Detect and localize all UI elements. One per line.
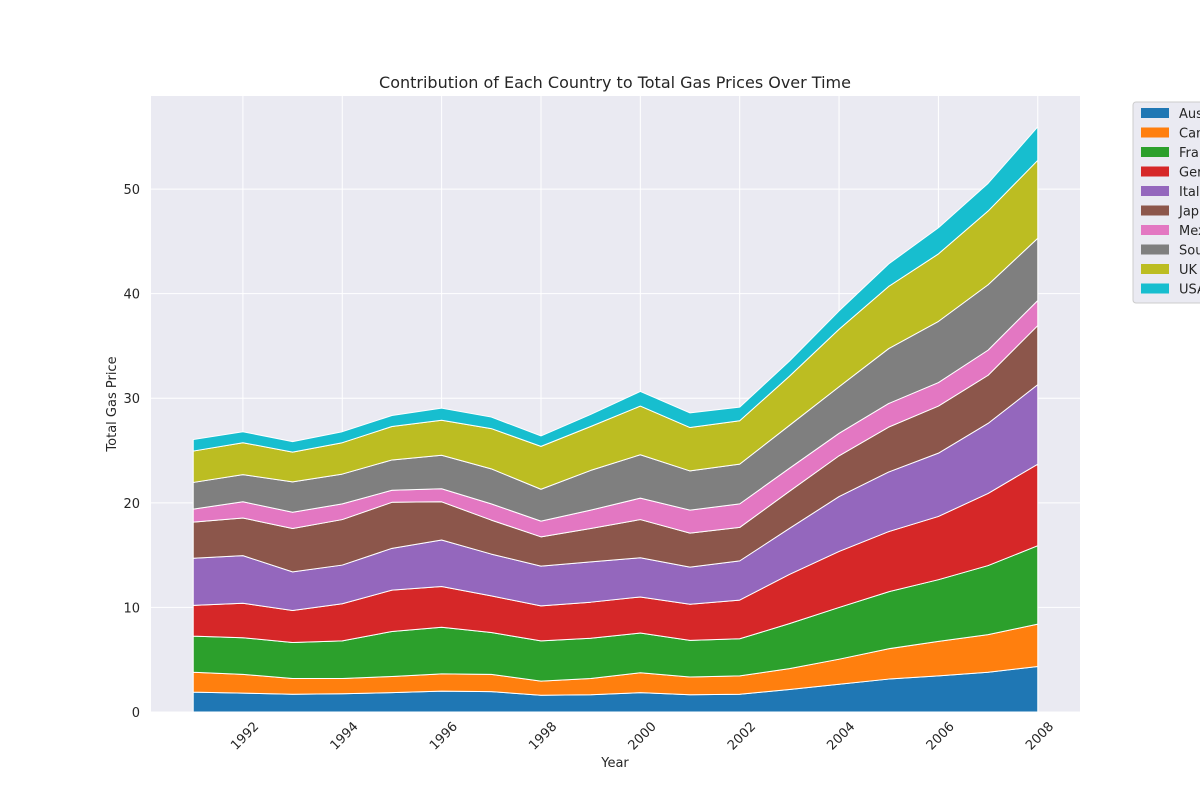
legend-item-mexico: Mex [1141,224,1200,239]
legend-item-germany: Ger [1141,166,1200,181]
x-tick-label: 1994 [328,719,362,753]
legend-swatch [1141,244,1169,255]
legend-swatch [1141,186,1169,196]
legend-label: Mex [1179,224,1200,239]
x-tick-label: 2004 [824,719,858,753]
legend-item-uk: UK [1141,263,1198,278]
x-tick-label: 1996 [427,719,461,753]
x-tick-label: 2008 [1023,719,1057,753]
legend-label: USA [1179,283,1200,298]
area-series-group [192,126,1039,713]
x-tick-label: 2000 [626,719,660,753]
x-tick-label: 1998 [526,719,560,753]
legend-label: Ger [1179,166,1200,181]
x-tick-label: 2002 [725,719,759,753]
x-tick-label: 1992 [228,719,262,753]
legend-item-france: Fran [1141,146,1200,161]
legend-label: Aus [1179,107,1200,122]
legend-label: Sou [1179,244,1200,259]
legend-label: Italy [1179,185,1200,200]
legend-swatch [1141,225,1169,235]
legend-swatch [1141,283,1169,294]
legend-swatch [1141,264,1169,274]
legend-item-south-korea: Sou [1141,244,1200,259]
y-axis-title: Total Gas Price [105,356,120,452]
y-tick-label: 50 [123,183,140,198]
area-usa [192,126,1039,453]
legend-label: UK [1179,263,1198,278]
x-axis-ticks: 1992 1994 1996 1998 2000 2002 2004 2006 2008 [228,719,1057,753]
legend-item-australia: Aus [1141,107,1200,122]
legend-item-usa: USA [1141,283,1200,298]
legend-label: Can [1179,127,1200,142]
legend-label: Fran [1179,146,1200,161]
legend-swatch [1141,108,1169,118]
legend-item-canada: Can [1141,127,1200,142]
legend-item-japan: Jap [1141,205,1199,220]
legend-swatch [1141,127,1169,138]
legend-swatch [1141,166,1169,177]
y-tick-label: 0 [132,706,140,721]
legend-label: Jap [1178,205,1199,220]
x-axis-title: Year [600,756,629,771]
y-tick-label: 30 [123,392,140,407]
legend-item-italy: Italy [1141,185,1200,200]
y-axis-ticks: 0 10 20 30 40 50 [123,183,140,721]
legend: Aus Can Fran Ger Italy Jap Mex Sou UK USA [1132,101,1200,304]
y-tick-label: 10 [123,601,140,616]
chart-title: Contribution of Each Country to Total Ga… [379,73,851,92]
legend-swatch [1141,147,1169,157]
y-tick-label: 20 [123,497,140,512]
x-tick-label: 2006 [924,719,958,753]
y-tick-label: 40 [123,288,140,303]
legend-swatch [1141,205,1169,216]
